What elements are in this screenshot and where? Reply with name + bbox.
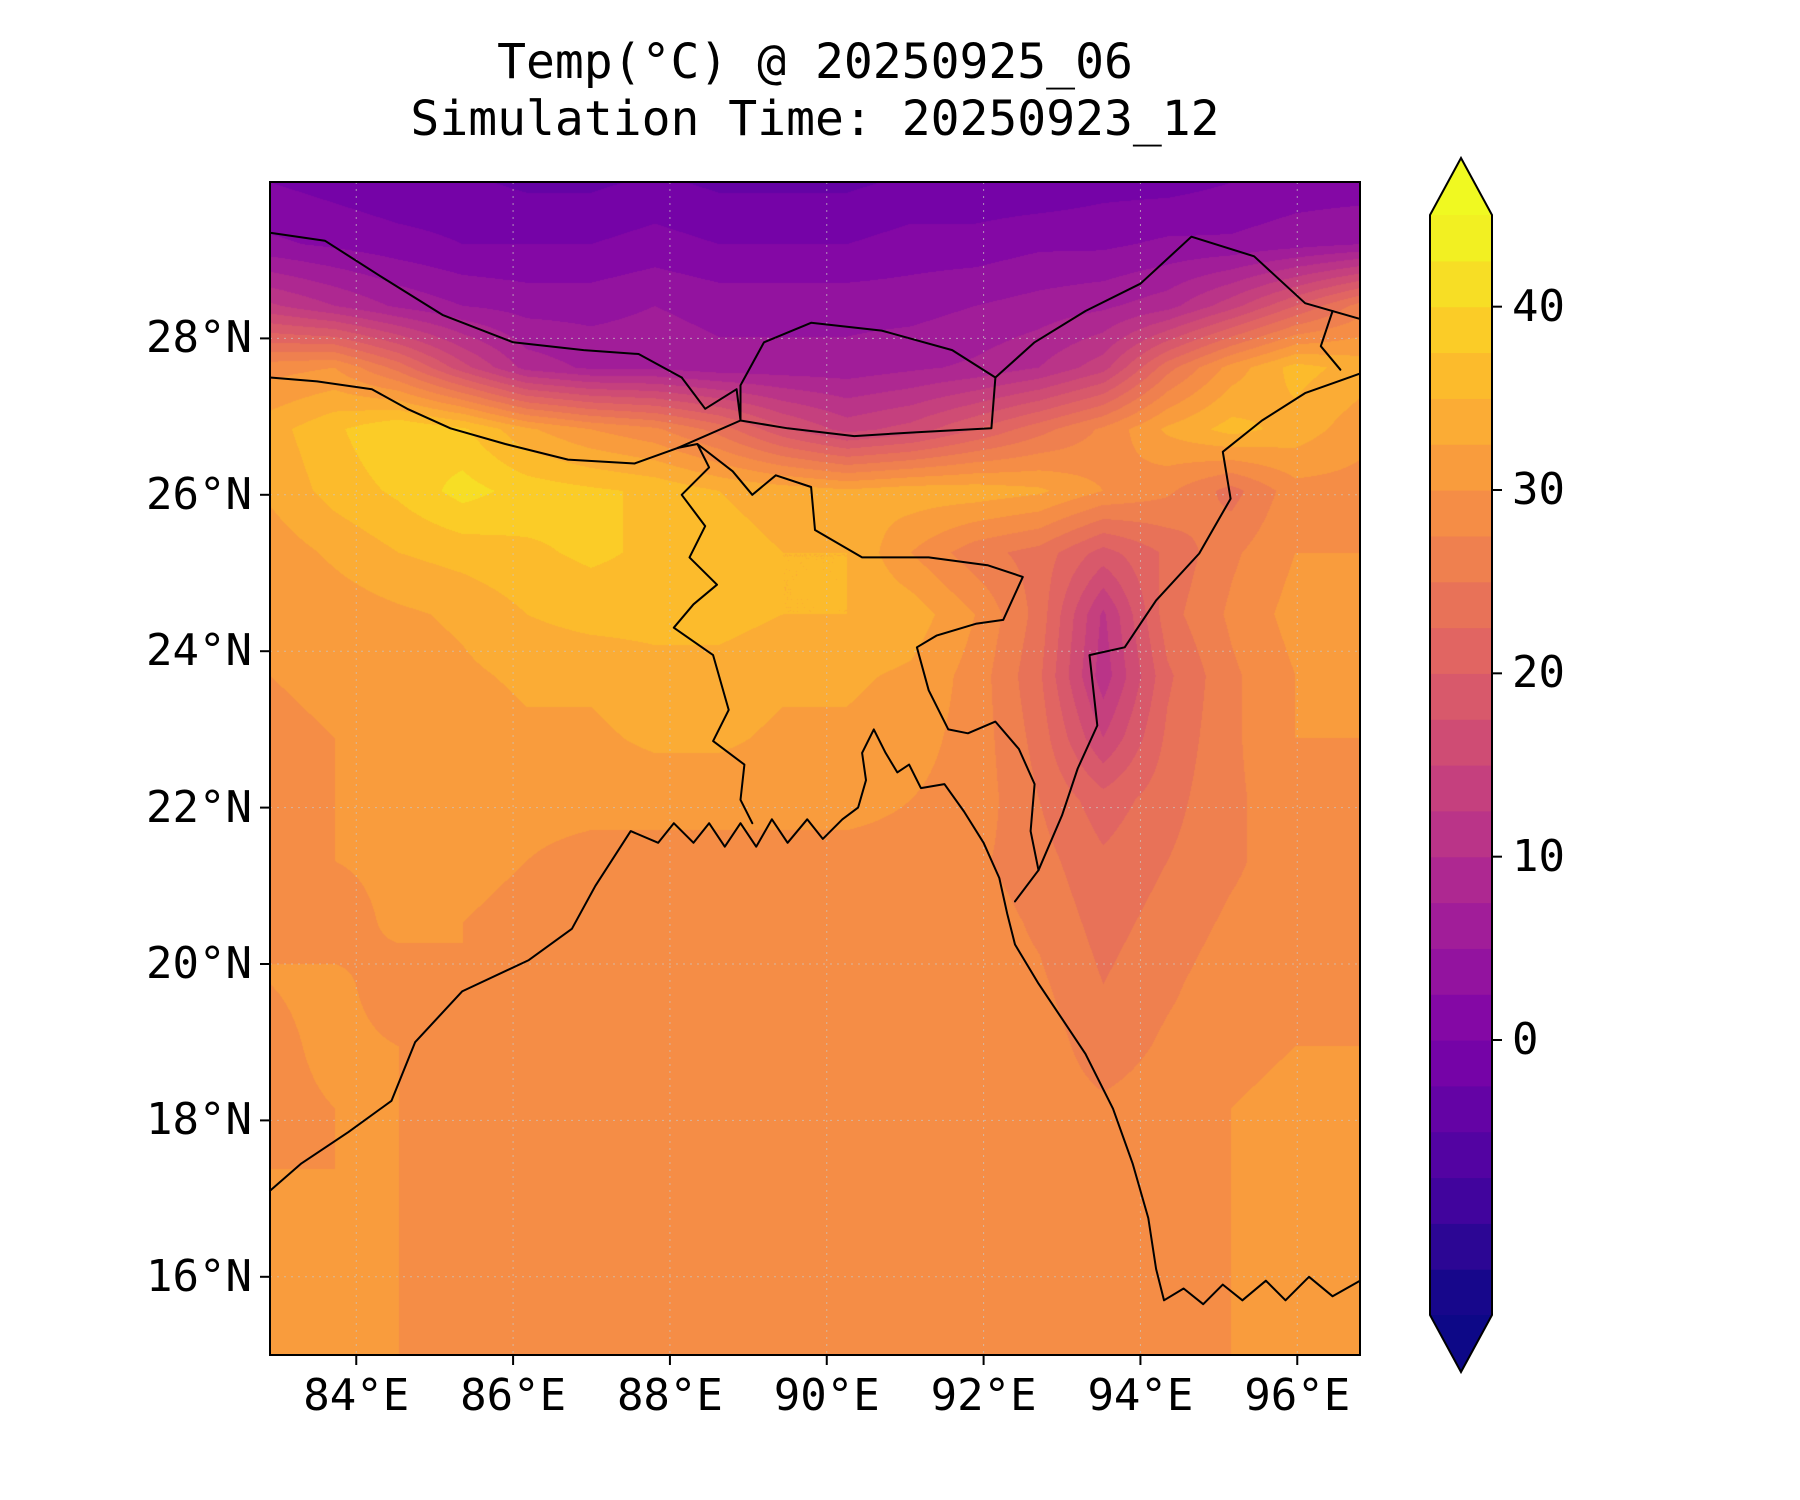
axis-ticks	[260, 337, 1299, 1365]
border-nepal-north	[269, 231, 683, 379]
colorbar-tick-label: 40	[1512, 280, 1565, 332]
y-tick-label: 22°N	[146, 781, 252, 833]
y-tick-label: 24°N	[146, 625, 252, 677]
border-sikkim-east	[676, 376, 742, 449]
y-tick-label: 18°N	[146, 1094, 252, 1146]
chart-title-line1: Temp(°C) @ 20250925_06	[497, 34, 1133, 90]
country-borders	[269, 231, 1361, 1306]
chart-title: Temp(°C) @ 20250925_06 Simulation Time: …	[270, 34, 1360, 148]
y-tick-label: 20°N	[146, 938, 252, 989]
colorbar	[1429, 155, 1502, 1375]
x-tick-label: 94°E	[1087, 1370, 1194, 1421]
x-tick-label: 88°E	[616, 1370, 723, 1421]
y-tick-label: 28°N	[146, 312, 252, 364]
colorbar-tick-label: 30	[1512, 464, 1565, 515]
gridlines	[270, 182, 1360, 1355]
border-india-myanmar	[1037, 372, 1361, 872]
temperature-field-canvas	[270, 182, 1360, 1355]
x-tick-label: 96°E	[1244, 1370, 1351, 1421]
colorbar-over-arrow	[1430, 158, 1492, 215]
x-tick-label: 90°E	[773, 1370, 880, 1421]
border-bangladesh-north-east	[696, 443, 1040, 903]
border-nepal-south	[269, 376, 679, 465]
y-tick-label: 26°N	[146, 468, 252, 520]
border-coastline	[269, 728, 1361, 1306]
chart-title-line2: Simulation Time: 20250923_12	[410, 91, 1220, 147]
border-bangladesh-west	[672, 443, 754, 825]
y-tick-label: 16°N	[146, 1250, 252, 1302]
colorbar-tick-label: 10	[1512, 830, 1565, 882]
x-tick-label: 84°E	[303, 1370, 410, 1421]
x-tick-label: 86°E	[460, 1370, 567, 1421]
plot-frame	[269, 181, 1361, 1356]
colorbar-outline	[1429, 155, 1493, 1375]
colorbar-under-arrow	[1430, 1315, 1492, 1372]
colorbar-tick-label: 0	[1512, 1014, 1539, 1065]
colorbar-tick-label: 20	[1512, 647, 1565, 699]
border-himalaya-east	[994, 235, 1361, 379]
border-bhutan	[739, 321, 997, 438]
border-northeast-spur	[1319, 310, 1342, 371]
x-tick-label: 92°E	[930, 1370, 1037, 1421]
